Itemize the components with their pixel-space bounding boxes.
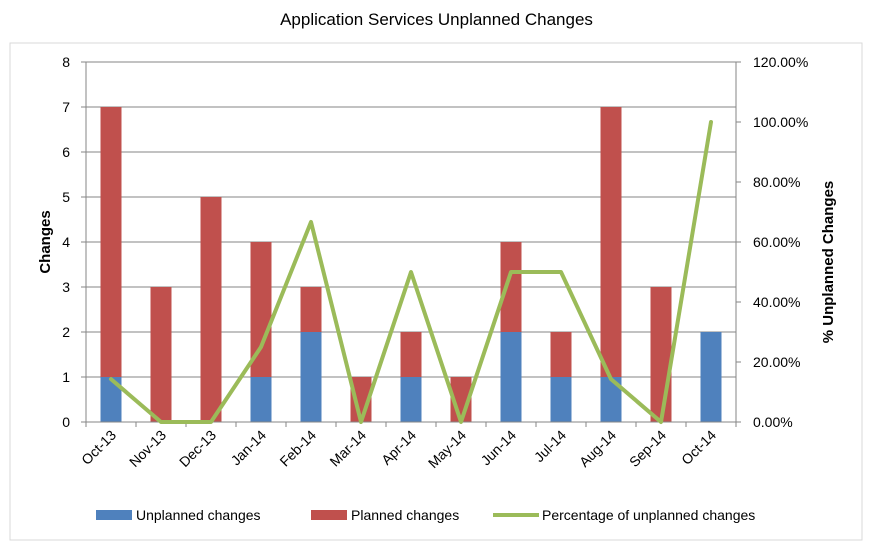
bar-unplanned-oct-14 (700, 332, 722, 422)
bar-planned-sep-14 (650, 287, 672, 422)
percentage-point-nov-13 (160, 421, 162, 423)
bars (100, 107, 722, 422)
y2-tick-label: 40.00% (753, 294, 800, 310)
bar-planned-jun-14 (500, 242, 522, 332)
percentage-point-jan-14 (260, 346, 262, 348)
bar-unplanned-feb-14 (300, 332, 322, 422)
y2-tick-label: 120.00% (753, 54, 808, 70)
legend-label: Unplanned changes (136, 507, 261, 523)
bar-planned-dec-13 (200, 197, 222, 422)
percentage-point-oct-13 (110, 378, 112, 380)
bar-unplanned-apr-14 (400, 377, 422, 422)
bar-unplanned-jun-14 (500, 332, 522, 422)
y-tick-label: 7 (62, 99, 70, 115)
bar-unplanned-oct-13 (100, 377, 122, 422)
gridlines (86, 61, 736, 378)
percentage-point-mar-14 (360, 421, 362, 423)
percentage-point-dec-13 (210, 421, 212, 423)
legend: Unplanned changes Planned changes Percenta… (96, 507, 755, 523)
y-tick-label: 4 (62, 234, 70, 250)
bar-unplanned-jul-14 (550, 377, 572, 422)
y2-tick-label: 20.00% (753, 354, 800, 370)
percentage-point-oct-14 (710, 121, 712, 123)
legend-swatch-unplanned-changes (96, 510, 132, 520)
legend-swatch-planned-changes (311, 510, 347, 520)
y-tick-label: 2 (62, 324, 70, 340)
percentage-point-sep-14 (660, 421, 662, 423)
percentage-point-apr-14 (410, 271, 412, 273)
y2-axis-title: % Unplanned Changes (820, 181, 837, 344)
y-tick-label: 5 (62, 189, 70, 205)
percentage-point-feb-14 (310, 221, 312, 223)
percentage-point-may-14 (460, 421, 462, 423)
bar-unplanned-aug-14 (600, 377, 622, 422)
bar-planned-feb-14 (300, 287, 322, 332)
legend-label: Planned changes (351, 507, 459, 523)
y-tick-label: 1 (62, 369, 70, 385)
y2-tick-label: 100.00% (753, 114, 808, 130)
bar-planned-nov-13 (150, 287, 172, 422)
bar-planned-jan-14 (250, 242, 272, 377)
percentage-point-jul-14 (560, 271, 562, 273)
percentage-line-layer (109, 120, 713, 424)
bar-planned-jul-14 (550, 332, 572, 377)
y2-tick-label: 60.00% (753, 234, 800, 250)
legend-label: Percentage of unplanned changes (542, 507, 755, 523)
percentage-point-jun-14 (510, 271, 512, 273)
y-tick-label: 3 (62, 279, 70, 295)
y2-tick-label: 80.00% (753, 174, 800, 190)
bar-planned-apr-14 (400, 332, 422, 377)
y2-tick-label: 0.00% (753, 414, 793, 430)
bar-unplanned-jan-14 (250, 377, 272, 422)
y-tick-label: 8 (62, 54, 70, 70)
y-tick-label: 0 (62, 414, 70, 430)
y-tick-label: 6 (62, 144, 70, 160)
bar-planned-aug-14 (600, 107, 622, 377)
y-axis-title: Changes (37, 210, 54, 273)
percentage-point-aug-14 (610, 378, 612, 380)
chart-title: Application Services Unplanned Changes (280, 10, 593, 29)
bar-planned-oct-13 (100, 107, 122, 377)
